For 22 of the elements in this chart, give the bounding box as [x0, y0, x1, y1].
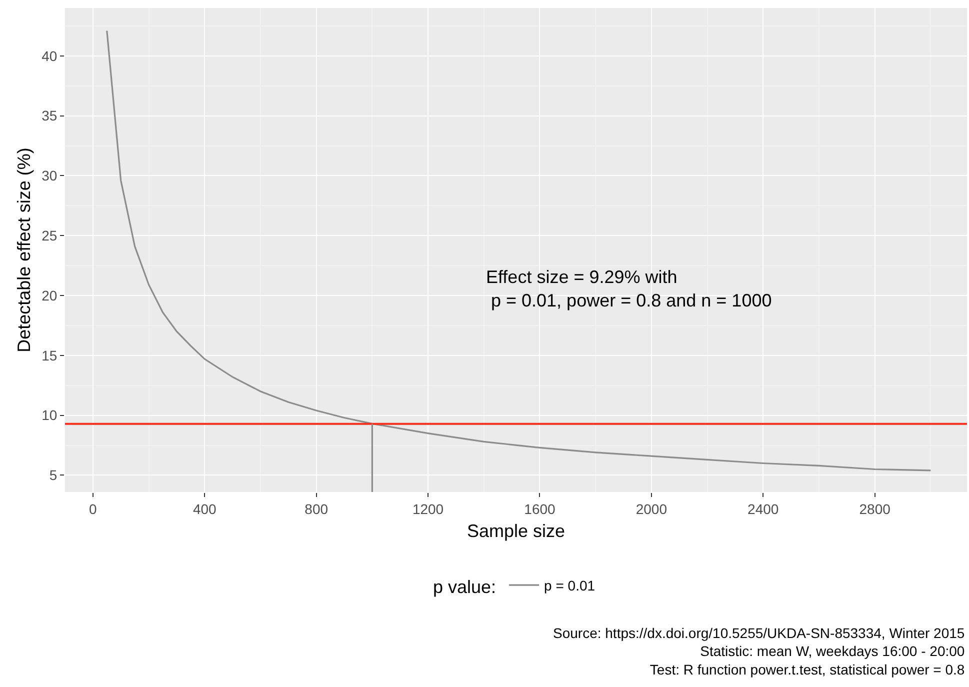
x-tick-label: 800 [304, 500, 328, 517]
y-tick-label: 20 [42, 287, 58, 304]
x-tick-label: 1200 [412, 500, 444, 517]
y-tick-label: 15 [42, 347, 58, 364]
y-tick-label: 5 [49, 467, 58, 484]
x-tick-label: 2800 [859, 500, 891, 517]
x-tick-label: 2000 [636, 500, 668, 517]
source-note: Source: https://dx.doi.org/10.5255/UKDA-SN-853334, Winter 2015 Statistic: mean W, weekdays 16:00 - 20:00 Test: R function power.t.test, statistical power = 0.8 [553, 625, 965, 678]
legend-label: p = 0.01 [544, 578, 596, 594]
x-tick-label: 0 [89, 500, 98, 517]
legend-title: p value: [433, 576, 496, 597]
y-tick-label: 30 [42, 168, 58, 184]
x-tick-label: 2400 [748, 500, 779, 517]
y-tick-label: 40 [42, 48, 58, 64]
x-tick-label: 1600 [524, 500, 556, 517]
y-tick-label: 10 [42, 407, 58, 424]
x-axis-title: Sample size [466, 520, 566, 541]
annotation: Effect size = 9.29% with p = 0.01, power = 0.8 and n = 1000 [486, 267, 772, 310]
y-axis-title: Detectable effect size (%) [14, 148, 34, 352]
y-tick-label: 35 [42, 108, 58, 124]
x-tick-label: 400 [192, 500, 217, 517]
y-tick-label: 25 [42, 228, 58, 244]
